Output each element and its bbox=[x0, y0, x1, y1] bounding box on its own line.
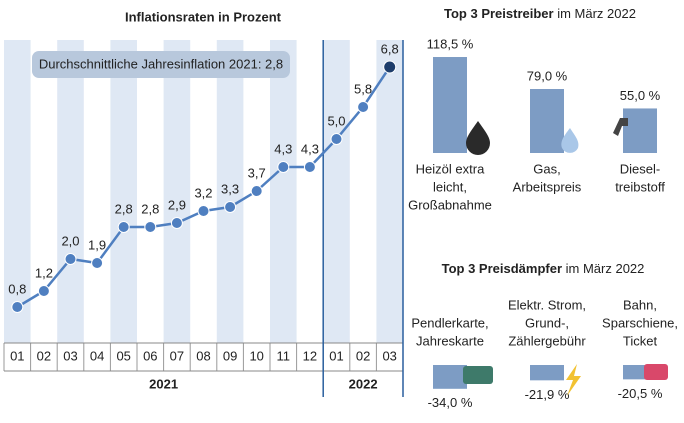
value-label: 1,9 bbox=[88, 237, 106, 252]
point bbox=[64, 253, 77, 265]
category-label: leicht, bbox=[433, 179, 467, 194]
category-label: Gas, bbox=[533, 161, 560, 176]
stripe bbox=[4, 40, 31, 343]
x-tick-label: 03 bbox=[63, 348, 77, 363]
bar bbox=[530, 89, 564, 153]
point bbox=[197, 205, 210, 217]
card-icon bbox=[463, 366, 493, 384]
point bbox=[117, 221, 130, 233]
category-label: Ticket bbox=[623, 333, 658, 348]
category-label: Bahn, bbox=[623, 297, 657, 312]
category-label: Jahreskarte bbox=[416, 333, 484, 348]
point bbox=[37, 285, 50, 297]
chart-title: Top 3 Preistreiber im März 2022 bbox=[444, 6, 636, 21]
bolt-icon bbox=[566, 364, 581, 396]
bar bbox=[623, 108, 657, 153]
bar bbox=[433, 57, 467, 153]
subtitle: im März 2022 bbox=[557, 6, 636, 21]
ticket-icon bbox=[644, 364, 668, 380]
title-part: Top 3 Preistreiber bbox=[444, 6, 554, 21]
nozzle-icon bbox=[613, 118, 628, 136]
bar bbox=[530, 365, 564, 381]
stripe bbox=[110, 40, 137, 343]
point bbox=[144, 221, 157, 233]
value-label: -21,9 % bbox=[525, 387, 570, 402]
value-label: 118,5 % bbox=[427, 36, 474, 51]
x-tick-label: 08 bbox=[196, 348, 210, 363]
point bbox=[303, 161, 316, 173]
value-label: 3,3 bbox=[221, 181, 239, 196]
point bbox=[383, 60, 397, 74]
point bbox=[250, 185, 263, 197]
bar bbox=[433, 365, 467, 389]
value-label: 0,8 bbox=[8, 281, 26, 296]
value-label: 3,7 bbox=[248, 165, 266, 180]
x-tick-label: 02 bbox=[356, 348, 370, 363]
value-label: 4,3 bbox=[301, 141, 319, 156]
x-tick-label: 07 bbox=[170, 348, 184, 363]
category-label: Sparschiene, bbox=[602, 315, 678, 330]
x-tick-label: 10 bbox=[249, 348, 263, 363]
value-label: 6,8 bbox=[381, 41, 399, 56]
category-label: Arbeitspreis bbox=[513, 179, 582, 194]
point bbox=[170, 217, 183, 229]
value-label: 2,8 bbox=[115, 201, 133, 216]
point bbox=[357, 101, 370, 113]
group-label: 2021 bbox=[149, 376, 178, 391]
stripe bbox=[216, 40, 244, 343]
x-tick-label: 09 bbox=[223, 348, 237, 363]
x-tick-label: 02 bbox=[37, 348, 51, 363]
x-tick-label: 01 bbox=[10, 348, 24, 363]
x-tick-label: 01 bbox=[329, 348, 343, 363]
chart-title: Inflationsraten in Prozent bbox=[125, 9, 282, 24]
category-label: Zählergebühr bbox=[508, 333, 586, 348]
value-label: 4,3 bbox=[274, 141, 292, 156]
category-label: treibstoff bbox=[615, 179, 665, 194]
x-tick-label: 03 bbox=[382, 348, 396, 363]
value-label: 1,2 bbox=[35, 265, 53, 280]
point bbox=[224, 201, 237, 213]
value-label: 5,8 bbox=[354, 81, 372, 96]
x-tick-label: 06 bbox=[143, 348, 157, 363]
subtitle: im März 2022 bbox=[566, 261, 645, 276]
point bbox=[11, 301, 24, 313]
stripe bbox=[270, 40, 297, 343]
group-label: 2022 bbox=[349, 376, 378, 391]
category-label: Pendlerkarte, bbox=[411, 315, 488, 330]
value-label: 79,0 % bbox=[527, 68, 568, 83]
category-label: Elektr. Strom, bbox=[508, 297, 586, 312]
oil-icon bbox=[466, 121, 490, 155]
x-tick-label: 11 bbox=[277, 348, 291, 363]
value-label: 2,0 bbox=[61, 233, 79, 248]
flame-icon bbox=[561, 128, 579, 153]
category-label: Großabnahme bbox=[408, 197, 492, 212]
stripe bbox=[163, 40, 191, 343]
value-label: 2,8 bbox=[141, 201, 159, 216]
x-tick-label: 12 bbox=[303, 348, 317, 363]
title-part: Top 3 Preisdämpfer bbox=[442, 261, 562, 276]
annotation: Durchschnittliche Jahresinflation 2021: … bbox=[39, 56, 283, 71]
value-label: 55,0 % bbox=[620, 88, 661, 103]
category-label: Diesel- bbox=[620, 161, 660, 176]
background bbox=[4, 40, 403, 343]
stripe bbox=[323, 40, 350, 343]
x-tick-label: 04 bbox=[90, 348, 104, 363]
stripe bbox=[376, 40, 403, 343]
x-tick-label: 05 bbox=[116, 348, 130, 363]
category-label: Heizöl extra bbox=[416, 161, 485, 176]
value-label: -20,5 % bbox=[618, 386, 663, 401]
point bbox=[330, 133, 343, 145]
value-label: -34,0 % bbox=[428, 395, 473, 410]
category-label: Grund-, bbox=[525, 315, 569, 330]
value-label: 5,0 bbox=[327, 113, 345, 128]
point bbox=[277, 161, 290, 173]
stripe bbox=[57, 40, 84, 343]
value-label: 2,9 bbox=[168, 197, 186, 212]
value-label: 3,2 bbox=[194, 185, 212, 200]
chart-title: Top 3 Preisdämpfer im März 2022 bbox=[442, 261, 645, 276]
point bbox=[91, 257, 104, 269]
annotation-box bbox=[32, 51, 290, 78]
